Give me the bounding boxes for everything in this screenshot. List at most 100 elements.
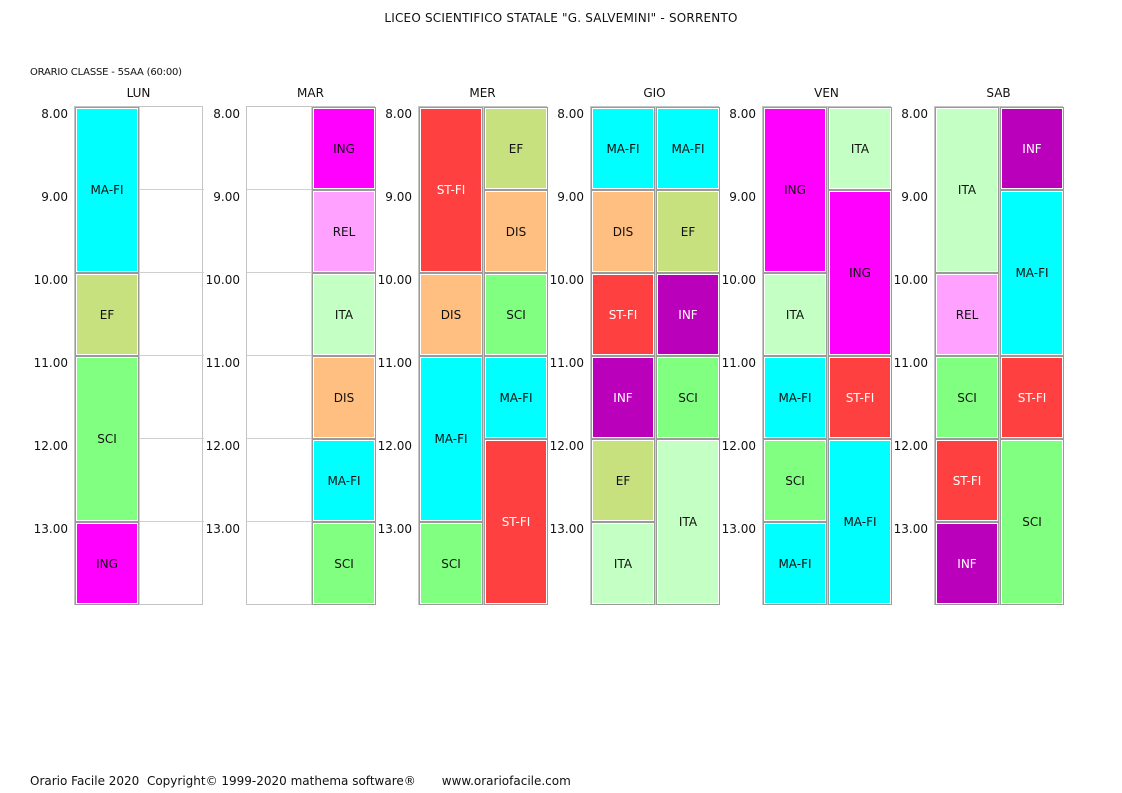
lesson-block-ita: ITA bbox=[591, 522, 655, 605]
lesson-block-sci: SCI bbox=[656, 356, 720, 439]
column-divider bbox=[999, 107, 1000, 604]
lesson-block-ma-fi: MA-FI bbox=[419, 356, 483, 522]
lesson-block-ing: ING bbox=[312, 107, 376, 190]
column-divider bbox=[483, 107, 484, 604]
lesson-block-st-fi: ST-FI bbox=[484, 439, 548, 605]
school-title: LICEO SCIENTIFICO STATALE "G. SALVEMINI"… bbox=[384, 11, 738, 25]
lesson-subject: DIS bbox=[612, 224, 634, 239]
hour-line bbox=[312, 521, 376, 522]
lesson-subject: EF bbox=[508, 141, 524, 156]
hour-line bbox=[484, 189, 548, 190]
lesson-subject: ST-FI bbox=[1017, 390, 1047, 405]
lesson-block-st-fi: ST-FI bbox=[828, 356, 892, 439]
lesson-block-ma-fi: MA-FI bbox=[75, 107, 139, 273]
time-label: 10.00 bbox=[721, 273, 756, 287]
lesson-block-sci: SCI bbox=[484, 273, 548, 356]
day-name: GIO bbox=[643, 86, 666, 100]
day-name: MAR bbox=[297, 86, 324, 100]
lesson-subject: ITA bbox=[678, 515, 698, 529]
lesson-subject: ST-FI bbox=[845, 390, 875, 405]
lesson-block-dis: DIS bbox=[419, 273, 483, 356]
column-divider bbox=[139, 107, 140, 604]
lesson-block-st-fi: ST-FI bbox=[1000, 356, 1064, 439]
footer-website: www.orariofacile.com bbox=[441, 774, 571, 788]
lesson-block-ef: EF bbox=[656, 190, 720, 273]
hour-line bbox=[247, 272, 311, 273]
lesson-subject: DIS bbox=[440, 307, 462, 322]
hour-line bbox=[312, 189, 376, 190]
day-grid: MA-FI MA-FI DIS EF ST-FI INF INF SCI EF ITA ITA bbox=[590, 106, 720, 605]
day-grid: ING ITA ING ITA MA-FI ST-FI SCI MA-FI MA-FI bbox=[762, 106, 892, 605]
lesson-block-ma-fi: MA-FI bbox=[1000, 190, 1064, 356]
lesson-block-ma-fi: MA-FI bbox=[312, 439, 376, 522]
time-label: 9.00 bbox=[557, 190, 584, 204]
hour-line bbox=[312, 272, 376, 273]
day-mar: MAR 8.00 9.00 10.00 11.00 12.00 13.00 ING REL ITA… bbox=[202, 0, 376, 620]
lesson-subject: REL bbox=[332, 224, 356, 239]
time-label: 10.00 bbox=[205, 273, 240, 287]
time-label: 10.00 bbox=[549, 273, 584, 287]
lesson-subject: INF bbox=[1022, 141, 1042, 156]
lesson-subject: DIS bbox=[333, 390, 355, 405]
hour-line bbox=[140, 272, 204, 273]
time-label: 8.00 bbox=[729, 107, 756, 121]
day-name: VEN bbox=[814, 86, 839, 100]
time-label: 13.00 bbox=[205, 522, 240, 536]
day-name: SAB bbox=[986, 86, 1011, 100]
hour-line bbox=[656, 272, 720, 273]
lesson-subject: SCI bbox=[441, 556, 461, 571]
hour-line bbox=[591, 521, 655, 522]
lesson-block-ef: EF bbox=[484, 107, 548, 190]
lesson-block-rel: REL bbox=[312, 190, 376, 273]
lesson-subject: ITA bbox=[785, 307, 805, 322]
lesson-block-ita: ITA bbox=[656, 439, 720, 605]
lesson-block-inf: INF bbox=[656, 273, 720, 356]
hour-line bbox=[763, 355, 827, 356]
class-label: ORARIO CLASSE - 5SAA (60:00) bbox=[30, 67, 182, 78]
lesson-subject: ST-FI bbox=[501, 515, 531, 529]
lesson-subject: SCI bbox=[785, 473, 805, 488]
footer-copyright: Orario Facile 2020 Copyright© 1999-2020 … bbox=[30, 774, 416, 788]
time-label: 13.00 bbox=[721, 522, 756, 536]
lesson-subject: ING bbox=[96, 556, 118, 571]
lesson-block-dis: DIS bbox=[312, 356, 376, 439]
time-label: 9.00 bbox=[213, 190, 240, 204]
lesson-subject: MA-FI bbox=[1015, 266, 1049, 280]
day-grid: ING REL ITA DIS MA-FI SCI bbox=[246, 106, 376, 605]
hour-line bbox=[312, 355, 376, 356]
lesson-block-ma-fi: MA-FI bbox=[484, 356, 548, 439]
lesson-block-inf: INF bbox=[935, 522, 999, 605]
time-label: 12.00 bbox=[721, 439, 756, 453]
time-label: 11.00 bbox=[549, 356, 584, 370]
lesson-block-inf: INF bbox=[591, 356, 655, 439]
time-label: 12.00 bbox=[33, 439, 68, 453]
lesson-subject: EF bbox=[680, 224, 696, 239]
time-label: 13.00 bbox=[893, 522, 928, 536]
lesson-block-ef: EF bbox=[75, 273, 139, 356]
time-label: 11.00 bbox=[377, 356, 412, 370]
lesson-subject: INF bbox=[957, 556, 977, 571]
hour-line bbox=[140, 521, 204, 522]
lesson-block-dis: DIS bbox=[484, 190, 548, 273]
hour-line bbox=[484, 438, 548, 439]
hour-line bbox=[656, 189, 720, 190]
hour-line bbox=[75, 521, 139, 522]
lesson-subject: ITA bbox=[613, 556, 633, 571]
hour-line bbox=[1000, 438, 1064, 439]
hour-line bbox=[75, 272, 139, 273]
lesson-block-ita: ITA bbox=[935, 107, 999, 273]
hour-line bbox=[935, 438, 999, 439]
lesson-subject: MA-FI bbox=[90, 183, 124, 197]
lesson-subject: SCI bbox=[1022, 515, 1042, 529]
lesson-subject: ST-FI bbox=[436, 183, 466, 197]
lesson-block-sci: SCI bbox=[419, 522, 483, 605]
time-label: 9.00 bbox=[41, 190, 68, 204]
lesson-subject: REL bbox=[955, 307, 979, 322]
lesson-subject: ING bbox=[849, 266, 871, 280]
day-lun: LUN 8.00 9.00 10.00 11.00 12.00 13.00 MA-FI EF SC… bbox=[30, 0, 204, 620]
time-label: 12.00 bbox=[893, 439, 928, 453]
lesson-block-ma-fi: MA-FI bbox=[763, 522, 827, 605]
lesson-block-inf: INF bbox=[1000, 107, 1064, 190]
lesson-block-st-fi: ST-FI bbox=[591, 273, 655, 356]
hour-line bbox=[591, 355, 655, 356]
